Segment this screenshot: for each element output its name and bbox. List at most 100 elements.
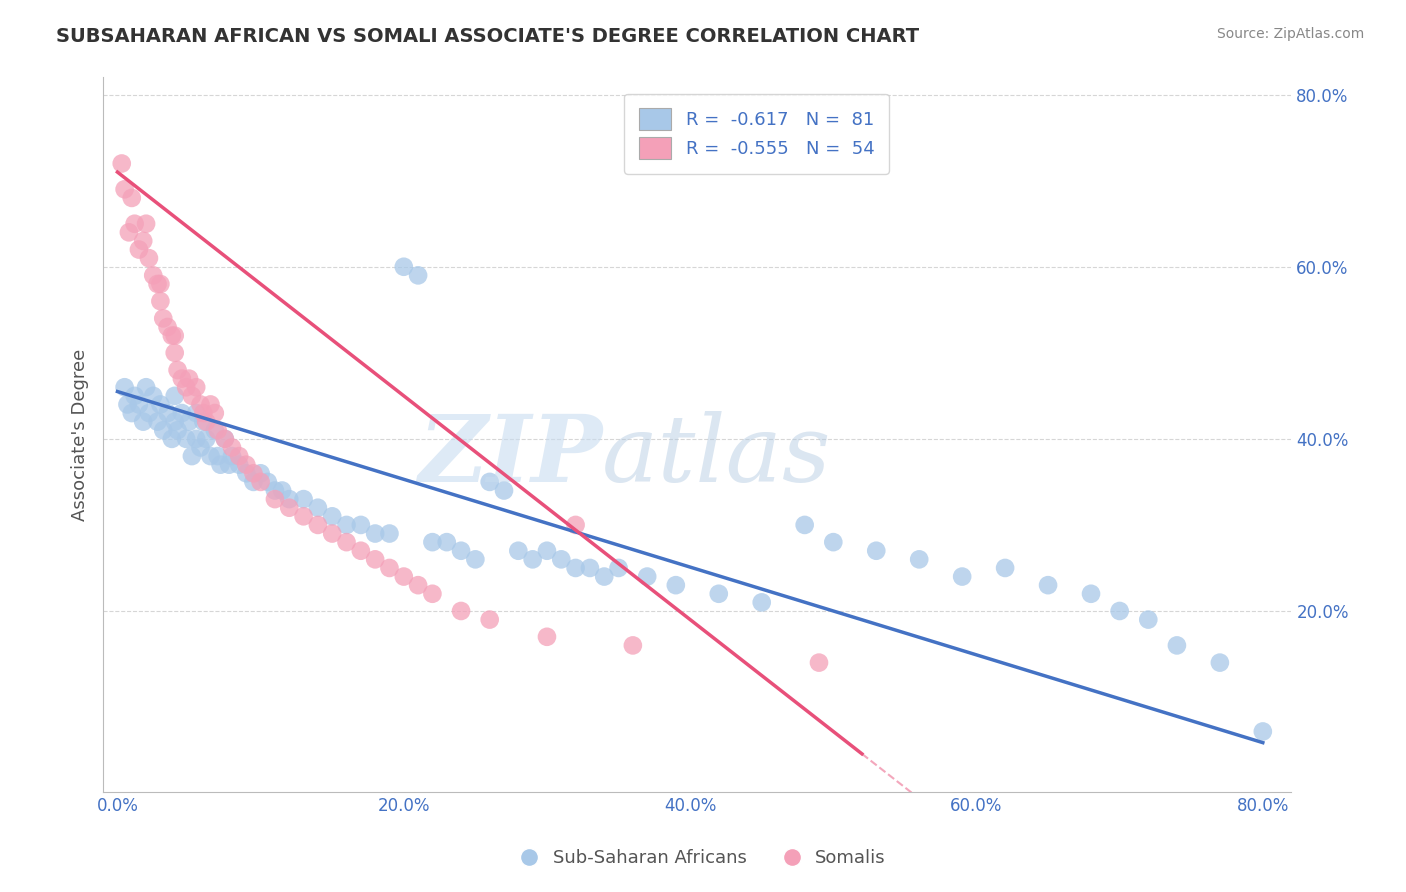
Point [207, 449, 229, 463]
Point [908, 552, 931, 566]
Point [200, 449, 222, 463]
Point [156, 406, 179, 420]
Point [307, 517, 329, 532]
Point [450, 543, 472, 558]
Point [166, 363, 188, 377]
Point [177, 415, 200, 429]
Y-axis label: Associate's Degree: Associate's Degree [72, 349, 89, 521]
Point [209, 458, 232, 472]
Point [124, 389, 146, 403]
Point [350, 517, 373, 532]
Point [807, 656, 830, 670]
Point [406, 268, 429, 283]
Point [378, 561, 401, 575]
Point [242, 475, 264, 489]
Point [190, 397, 212, 411]
Point [335, 517, 357, 532]
Point [422, 535, 444, 549]
Point [149, 294, 172, 309]
Point [193, 415, 215, 429]
Point [166, 423, 188, 437]
Point [214, 432, 236, 446]
Point [278, 492, 301, 507]
Point [256, 475, 278, 489]
Point [204, 406, 226, 420]
Point [392, 569, 415, 583]
Point [235, 467, 257, 481]
Point [228, 449, 250, 463]
Point [174, 380, 197, 394]
Point [364, 526, 387, 541]
Point [163, 346, 186, 360]
Point [186, 406, 208, 420]
Point [793, 517, 815, 532]
Point [278, 500, 301, 515]
Point [321, 509, 343, 524]
Point [1166, 639, 1188, 653]
Point [406, 578, 429, 592]
Point [950, 569, 973, 583]
Text: atlas: atlas [602, 411, 832, 501]
Point [607, 561, 630, 575]
Point [111, 156, 134, 170]
Point [128, 243, 150, 257]
Point [177, 371, 200, 385]
Point [132, 415, 155, 429]
Point [464, 552, 486, 566]
Point [180, 389, 202, 403]
Point [579, 561, 602, 575]
Point [214, 432, 236, 446]
Point [132, 234, 155, 248]
Point [1209, 656, 1232, 670]
Point [307, 500, 329, 515]
Text: SUBSAHARAN AFRICAN VS SOMALI ASSOCIATE'S DEGREE CORRELATION CHART: SUBSAHARAN AFRICAN VS SOMALI ASSOCIATE'S… [56, 27, 920, 45]
Point [564, 561, 586, 575]
Point [174, 432, 197, 446]
Point [536, 630, 558, 644]
Point [204, 423, 226, 437]
Point [1137, 613, 1160, 627]
Point [138, 406, 160, 420]
Point [149, 397, 172, 411]
Legend: Sub-Saharan Africans, Somalis: Sub-Saharan Africans, Somalis [513, 842, 893, 874]
Point [564, 517, 586, 532]
Point [249, 467, 271, 481]
Point [378, 526, 401, 541]
Text: ZIP: ZIP [418, 411, 602, 501]
Point [865, 543, 887, 558]
Point [170, 371, 193, 385]
Point [823, 535, 845, 549]
Point [228, 458, 250, 472]
Point [621, 639, 644, 653]
Point [114, 380, 136, 394]
Point [152, 423, 174, 437]
Point [156, 320, 179, 334]
Point [707, 587, 730, 601]
Legend: R =  -0.617   N =  81, R =  -0.555   N =  54: R = -0.617 N = 81, R = -0.555 N = 54 [624, 94, 889, 174]
Point [218, 458, 240, 472]
Point [142, 268, 165, 283]
Point [235, 458, 257, 472]
Point [142, 389, 165, 403]
Point [292, 509, 315, 524]
Point [221, 441, 243, 455]
Point [522, 552, 544, 566]
Point [221, 449, 243, 463]
Point [751, 595, 773, 609]
Point [436, 535, 458, 549]
Point [146, 415, 169, 429]
Point [450, 604, 472, 618]
Point [121, 191, 143, 205]
Point [264, 492, 287, 507]
Point [422, 587, 444, 601]
Point [193, 406, 215, 420]
Point [1108, 604, 1130, 618]
Point [146, 277, 169, 291]
Point [335, 535, 357, 549]
Point [392, 260, 415, 274]
Point [1080, 587, 1102, 601]
Point [508, 543, 530, 558]
Point [152, 311, 174, 326]
Point [149, 277, 172, 291]
Point [321, 526, 343, 541]
